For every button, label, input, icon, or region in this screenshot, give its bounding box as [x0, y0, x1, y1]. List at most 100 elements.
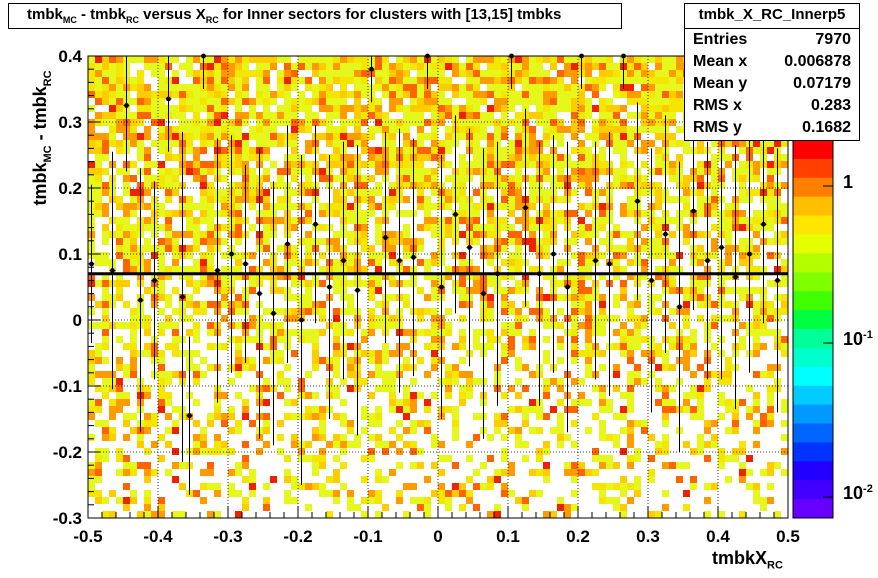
y-tick-label: -0.1 [53, 377, 82, 396]
y-tick-label: -0.3 [53, 509, 82, 528]
colorbar-segment [793, 253, 833, 273]
colorbar-segment [793, 347, 833, 368]
profile-point [453, 212, 458, 217]
stats-value: 0.07179 [793, 75, 851, 92]
profile-point [719, 245, 724, 250]
stats-row: RMS x 0.283 [685, 96, 859, 118]
y-axis-label: tmbkMC - tmbkRC [30, 70, 54, 206]
stats-name: tmbk_X_RC_Innerp5 [698, 6, 846, 23]
colorbar-label: 1 [843, 172, 854, 192]
profile-point [649, 278, 654, 283]
stats-label: RMS x [693, 97, 742, 114]
colorbar-segment [793, 329, 833, 349]
colorbar-label: 10-2 [843, 483, 873, 503]
colorbar-segment [793, 234, 833, 254]
profile-point [439, 284, 444, 290]
profile-point [243, 261, 248, 267]
profile-point [607, 261, 612, 267]
stats-value: 0.006878 [784, 53, 851, 70]
stats-label: RMS y [693, 119, 742, 136]
x-tick-label: -0.4 [143, 527, 173, 546]
profile-point [355, 287, 360, 293]
stats-label: Mean x [693, 53, 748, 70]
profile-point [299, 317, 304, 323]
x-tick-label: -0.5 [73, 527, 102, 546]
x-tick-label: -0.1 [353, 527, 382, 546]
stats-value: 0.283 [810, 97, 851, 114]
profile-point [180, 294, 185, 300]
chart-title-box: tmbkMC - tmbkRC versus XRC for Inner sec… [8, 3, 622, 29]
profile-point [635, 198, 640, 204]
x-tick-label: 0.4 [706, 527, 730, 546]
statistics-box: tmbk_X_RC_Innerp5 Entries 7970 Mean x 0.006… [684, 3, 860, 141]
stats-row: Mean y 0.07179 [685, 74, 859, 96]
colorbar-segment [793, 196, 833, 217]
colorbar-segment [793, 461, 833, 481]
colorbar-segment [793, 366, 833, 387]
x-tick-label: 0.1 [496, 527, 520, 546]
stats-row: Entries 7970 [685, 30, 859, 52]
stats-label: Mean y [693, 75, 748, 92]
profile-point [733, 274, 738, 280]
profile-point [257, 291, 262, 296]
profile-point [229, 251, 234, 257]
y-tick-label: 0.2 [58, 179, 82, 198]
y-tick-label: -0.2 [53, 443, 82, 462]
profile-point [89, 261, 94, 267]
colorbar-segment [793, 140, 833, 160]
profile-point [313, 221, 318, 227]
profile-point [467, 245, 472, 250]
profile-point [663, 231, 668, 237]
colorbar-segment [793, 158, 833, 179]
profile-point [411, 254, 416, 260]
profile-point [747, 251, 752, 257]
stats-row: Mean x 0.006878 [685, 52, 859, 74]
colorbar-segment [793, 177, 833, 198]
profile-point [166, 96, 171, 102]
profile-point [565, 284, 570, 290]
y-tick-label: 0.1 [58, 245, 82, 264]
profile-point [327, 284, 332, 290]
profile-point [383, 235, 388, 240]
colorbar-segment [793, 499, 833, 519]
x-tick-label: 0.2 [566, 527, 590, 546]
profile-point [775, 278, 780, 283]
stats-label: Entries [693, 31, 748, 48]
colorbar-segment [793, 385, 833, 406]
stats-value: 0.1682 [802, 119, 851, 136]
colorbar-segment [793, 272, 833, 292]
colorbar-segment [793, 215, 833, 235]
profile-point [691, 208, 696, 214]
profile-point [761, 221, 766, 227]
colorbar-label: 10-1 [843, 329, 873, 349]
x-tick-label: 0.3 [636, 527, 660, 546]
stats-row: RMS y 0.1682 [685, 118, 859, 140]
profile-point [705, 258, 710, 263]
profile-point [215, 268, 220, 273]
stats-value: 7970 [815, 31, 851, 48]
profile-point [551, 251, 556, 257]
colorbar-segment [793, 423, 833, 443]
profile-point [124, 103, 129, 108]
profile-point [271, 311, 276, 316]
x-tick-label: -0.2 [283, 527, 312, 546]
profile-point [341, 258, 346, 263]
colorbar-segment [793, 442, 833, 462]
profile-point [523, 205, 528, 211]
y-tick-label: 0.3 [58, 113, 82, 132]
profile-point [187, 413, 192, 419]
chart-title: tmbkMC - tmbkRC versus XRC for Inner sec… [27, 6, 562, 25]
profile-point [677, 304, 682, 310]
colorbar-segment [793, 480, 833, 500]
colorbar-segment [793, 404, 833, 424]
profile-point [593, 258, 598, 263]
y-tick-label: 0 [73, 311, 82, 330]
profile-point [110, 268, 115, 273]
colorbar-segment [793, 291, 833, 311]
colorbar-segment [793, 310, 833, 330]
y-tick-label: 0.4 [58, 47, 82, 66]
profile-point [285, 241, 290, 247]
x-tick-label: -0.3 [213, 527, 242, 546]
profile-point [138, 297, 143, 303]
